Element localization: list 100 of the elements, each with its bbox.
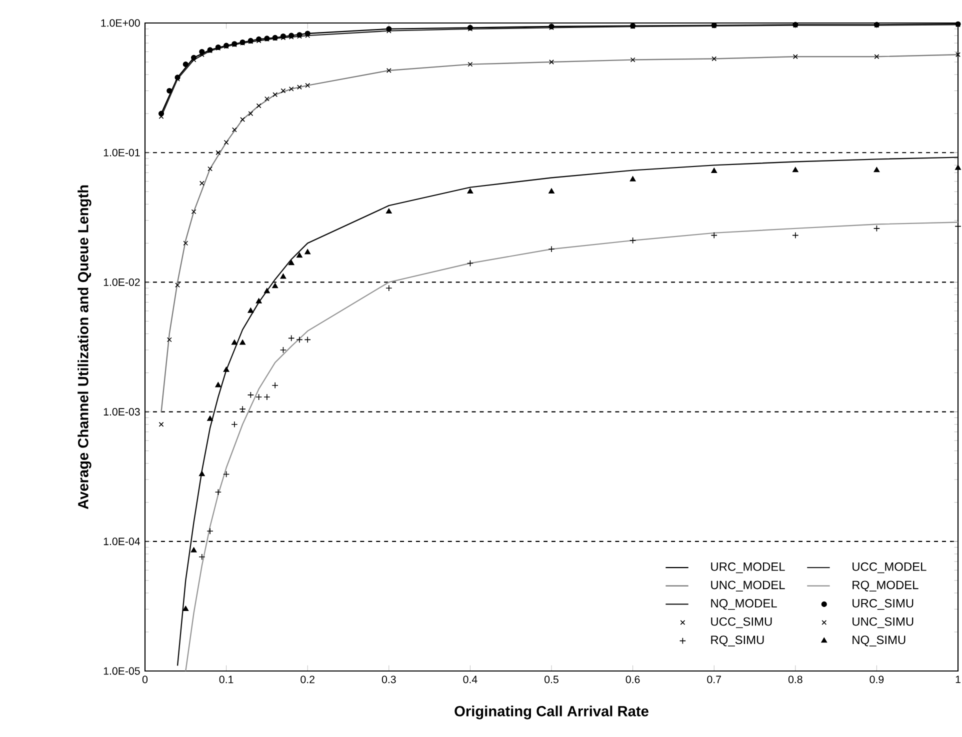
point [175,282,180,288]
point [256,394,262,400]
point [232,340,238,345]
point [272,92,278,98]
point [466,260,474,267]
point [467,188,474,194]
line-series [160,54,958,412]
point [224,140,229,145]
point [549,60,554,64]
point [874,54,880,60]
point [240,117,246,122]
point [198,554,206,560]
y-tick-label: 1.0E-05 [104,667,140,675]
y-tick-label: 1.0E-03 [104,408,140,416]
point [629,237,636,244]
point [247,392,254,398]
point [873,225,880,232]
point [215,382,222,388]
x-tick-label: 0.4 [463,676,478,684]
point [712,56,717,62]
point [288,334,295,342]
point [874,167,880,172]
legend-label: UCC_MODEL [852,562,926,574]
x-tick-label: 0.1 [219,676,234,684]
y-axis-title: Average Channel Utilization and Queue Length [78,185,92,510]
x-tick-label: 0.9 [870,676,884,684]
x-axis-title: Originating Call Arrival Rate [454,706,648,720]
legend-label: UNC_MODEL [711,580,785,592]
point [710,232,718,239]
point [386,284,392,292]
point [792,167,798,172]
point [198,470,205,476]
x-tick-label: 0.3 [382,676,396,684]
x-tick-label: 1 [956,676,960,684]
x-tick-label: 0.6 [626,676,640,684]
point [272,382,278,389]
point [232,127,237,132]
legend-label: UNC_SIMU [852,617,914,628]
point [630,57,636,62]
point [166,337,172,342]
point [248,308,254,313]
point [264,288,270,294]
point [297,84,302,90]
x-tick-label: 0 [142,676,148,684]
point [256,103,262,108]
x-tick-label: 0.2 [300,676,314,684]
legend-label: NQ_MODEL [711,599,777,610]
point [183,240,188,246]
point [222,470,230,478]
point [280,274,286,279]
point [191,209,196,214]
point [548,188,554,194]
y-tick-label: 1.0E-04 [104,538,140,546]
point [304,336,311,344]
point [296,252,302,258]
point [280,346,287,354]
point [280,88,286,94]
point [956,52,960,58]
point [231,421,238,428]
point [190,547,197,552]
point [288,260,294,266]
point [386,68,392,73]
point [256,298,262,304]
point [216,150,221,156]
point [264,96,270,102]
point [548,246,555,252]
point [239,406,246,412]
legend-label: NQ_SIMU [852,636,906,646]
point [240,340,246,345]
point [468,62,473,67]
legend-label: RQ_SIMU [711,636,764,646]
point [208,166,213,172]
point [792,54,798,60]
point [166,88,172,94]
point [386,208,392,214]
point [182,606,189,612]
point [199,180,204,186]
y-tick-label: 1.0E-01 [104,148,140,156]
point [264,394,270,400]
point [304,249,311,254]
point [272,282,278,288]
point [206,528,214,534]
x-tick-label: 0.8 [788,676,802,684]
point [711,168,718,173]
point [792,232,799,239]
point [158,422,164,427]
legend-label: URC_SIMU [852,599,914,610]
point [214,488,222,496]
point [182,62,188,68]
point [207,416,213,421]
y-tick-label: 1.0E+00 [101,19,140,27]
point [296,336,303,344]
point [305,82,310,88]
point [248,111,254,116]
legend-label: URC_MODEL [711,562,785,574]
legend-label: UCC_SIMU [711,617,772,628]
point [223,366,230,372]
legend-label: RQ_MODEL [852,580,918,592]
y-tick-label: 1.0E-02 [104,278,140,286]
x-tick-label: 0.5 [544,676,558,684]
